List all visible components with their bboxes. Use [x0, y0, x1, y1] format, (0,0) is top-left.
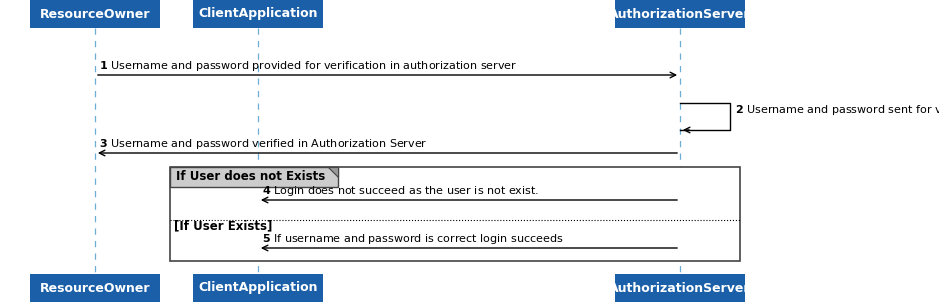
FancyBboxPatch shape — [615, 274, 745, 302]
Text: [If User Exists]: [If User Exists] — [174, 220, 272, 233]
Text: $\bf{3}$ Username and password verified in Authorization Server: $\bf{3}$ Username and password verified … — [99, 137, 427, 151]
Text: AuthorizationServer: AuthorizationServer — [609, 281, 751, 294]
Polygon shape — [328, 167, 338, 177]
Text: $\bf{4}$ Login does not succeed as the user is not exist.: $\bf{4}$ Login does not succeed as the u… — [262, 184, 539, 198]
Text: ClientApplication: ClientApplication — [198, 281, 317, 294]
Text: $\bf{5}$ If username and password is correct login succeeds: $\bf{5}$ If username and password is cor… — [262, 232, 563, 246]
FancyBboxPatch shape — [30, 274, 160, 302]
Text: ClientApplication: ClientApplication — [198, 8, 317, 21]
Text: ResourceOwner: ResourceOwner — [39, 8, 150, 21]
Text: $\bf{2}$ Username and password sent for verification.: $\bf{2}$ Username and password sent for … — [735, 103, 939, 117]
Text: If User does not Exists: If User does not Exists — [176, 171, 325, 184]
FancyBboxPatch shape — [193, 0, 323, 28]
FancyBboxPatch shape — [170, 167, 338, 187]
Text: AuthorizationServer: AuthorizationServer — [609, 8, 751, 21]
FancyBboxPatch shape — [615, 0, 745, 28]
Text: $\bf{1}$ Username and password provided for verification in authorization server: $\bf{1}$ Username and password provided … — [99, 59, 517, 73]
FancyBboxPatch shape — [30, 0, 160, 28]
FancyBboxPatch shape — [170, 167, 740, 261]
Text: ResourceOwner: ResourceOwner — [39, 281, 150, 294]
FancyBboxPatch shape — [193, 274, 323, 302]
